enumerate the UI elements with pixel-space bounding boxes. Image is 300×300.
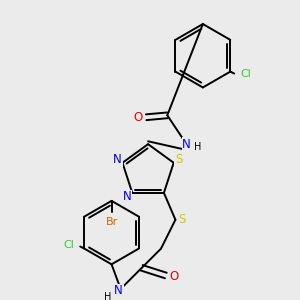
Text: N: N bbox=[114, 284, 123, 297]
Text: Br: Br bbox=[105, 217, 118, 227]
Text: S: S bbox=[175, 153, 182, 167]
Text: S: S bbox=[178, 213, 186, 226]
Text: O: O bbox=[134, 111, 143, 124]
Text: Cl: Cl bbox=[240, 68, 251, 79]
Text: H: H bbox=[103, 292, 111, 300]
Text: Cl: Cl bbox=[63, 240, 74, 250]
Text: N: N bbox=[123, 190, 132, 203]
Text: N: N bbox=[182, 138, 191, 151]
Text: O: O bbox=[170, 270, 179, 283]
Text: N: N bbox=[113, 153, 122, 167]
Text: H: H bbox=[194, 142, 202, 152]
